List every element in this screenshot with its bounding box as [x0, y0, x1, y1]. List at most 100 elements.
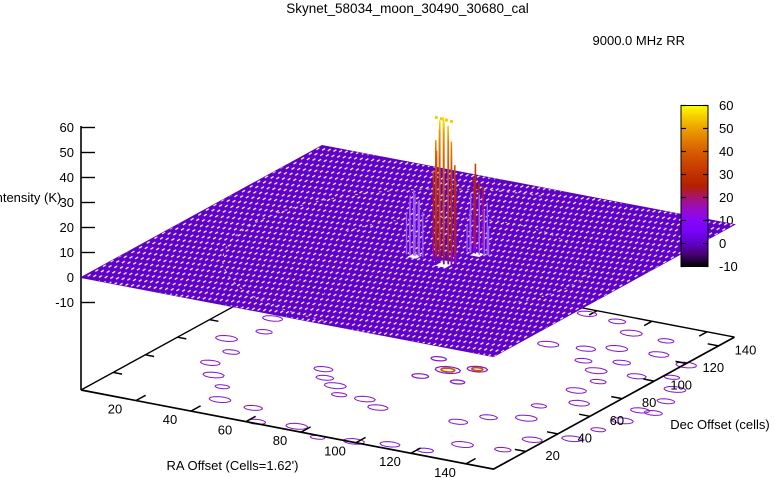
contour-blob [536, 340, 560, 348]
contour-blob [629, 407, 651, 414]
contour-blob [470, 366, 484, 372]
y-tick [546, 431, 558, 435]
y-tick-label: 120 [702, 360, 724, 375]
y-tick-label: 20 [545, 448, 559, 463]
y-tick [611, 395, 623, 400]
peak-columns [405, 115, 490, 268]
peak-base-gap [434, 260, 456, 268]
contour-blob [605, 344, 629, 353]
x-tick-label: 60 [218, 423, 232, 438]
y-tick [643, 378, 655, 382]
contour-blob [657, 338, 675, 344]
surface-contour-arc [286, 248, 328, 295]
colorbar [680, 104, 709, 268]
contour-blob [411, 373, 430, 379]
surface-contour-arc [359, 267, 438, 290]
y-tick-label: 140 [735, 342, 757, 357]
y-tick-label: 60 [610, 413, 624, 428]
z-axis-label: Intensity (K) [0, 190, 62, 205]
contour-blob [607, 318, 627, 325]
y-tick-label: 40 [578, 430, 592, 445]
contour-blob [367, 404, 389, 411]
peak-base-gap [469, 252, 485, 257]
colorbar-tick-label: 30 [719, 167, 733, 182]
z-tick-label: 20 [60, 220, 74, 235]
contour-blob [574, 357, 593, 364]
contour-blob [530, 403, 548, 409]
z-axis: -10 0 10 20 30 40 50 60 [55, 120, 95, 390]
contour-blob [619, 329, 643, 337]
contour-blob [479, 414, 499, 421]
z-tick-label: 50 [60, 145, 74, 160]
chart-title: Skynet_58034_moon_30490_30680_cal [286, 1, 529, 16]
contour-blob [663, 385, 687, 393]
x-mirror-tick [698, 331, 708, 337]
colorbar-tick-label: 20 [719, 190, 733, 205]
colorbar-tick-label: 0 [719, 236, 726, 251]
z-tick-label: 30 [60, 195, 74, 210]
y-tick [707, 343, 719, 347]
colorbar-gradient [680, 105, 709, 267]
contour-blob [561, 435, 584, 443]
contour-blob [214, 384, 231, 390]
contour-blob [568, 399, 591, 407]
x-tick [410, 447, 421, 454]
contour-blob [430, 355, 448, 362]
y-tick-label: 80 [642, 395, 656, 410]
x-axis-label: RA Offset (Cells=1.62') [166, 458, 299, 473]
colorbar-tick-label: 50 [719, 121, 733, 136]
contour-blob [626, 373, 647, 380]
contour-blob [315, 374, 335, 381]
y-tick [578, 413, 591, 418]
contour-blob [208, 396, 232, 404]
surface-mesh-speckle [81, 145, 735, 357]
contour-blob [434, 365, 462, 375]
surface-contour-arc [222, 188, 542, 322]
contour-blob [565, 387, 588, 394]
y-mirror-tick [177, 336, 187, 340]
surface-contour-arc [343, 217, 568, 244]
contour-blob [261, 315, 284, 322]
x-tick [355, 436, 366, 444]
contour-blob [675, 361, 698, 369]
pm3d-surface [79, 144, 736, 358]
legend-label: 9000.0 MHz RR [592, 33, 685, 48]
contour-blob [323, 382, 347, 390]
contour-blob [610, 417, 634, 425]
contour-blob [590, 427, 607, 433]
contour-blob [285, 422, 309, 430]
y-mirror-tick [145, 354, 155, 358]
colorbar-tick-label: 60 [719, 98, 733, 113]
contour-blob [202, 371, 225, 379]
contour-blob [584, 367, 608, 375]
contour-blob [313, 365, 334, 373]
contour-blob [449, 379, 466, 385]
contour-blob [353, 395, 376, 403]
y-mirror-tick [112, 371, 123, 375]
y-tick [514, 448, 526, 453]
contour-blob [648, 351, 670, 358]
x-tick [300, 426, 311, 433]
y-tick-label: 100 [670, 378, 692, 393]
contour-blob [656, 398, 676, 405]
contour-blob [243, 404, 264, 411]
y-axis-label: Dec Offset (cells) [670, 417, 770, 432]
contour-blob [643, 409, 663, 416]
x-tick [465, 457, 476, 465]
z-tick-label: 40 [60, 170, 74, 185]
colorbar-tick-label: 40 [719, 144, 733, 159]
z-tick-label: -10 [55, 295, 74, 310]
x-tick-label: 40 [163, 412, 177, 427]
z-tick-label: 60 [60, 120, 74, 135]
z-tick-label: 0 [67, 270, 74, 285]
contour-blob [493, 446, 512, 453]
y-mirror-tick [209, 318, 219, 323]
x-tick-label: 80 [273, 433, 287, 448]
contour-blob [466, 365, 489, 373]
base-front-axes: 20 40 60 80 100 120 140 20 40 60 80 100 120 140 [80, 336, 757, 478]
contour-blob [330, 392, 348, 398]
colorbar-tick-label: -10 [719, 259, 738, 274]
